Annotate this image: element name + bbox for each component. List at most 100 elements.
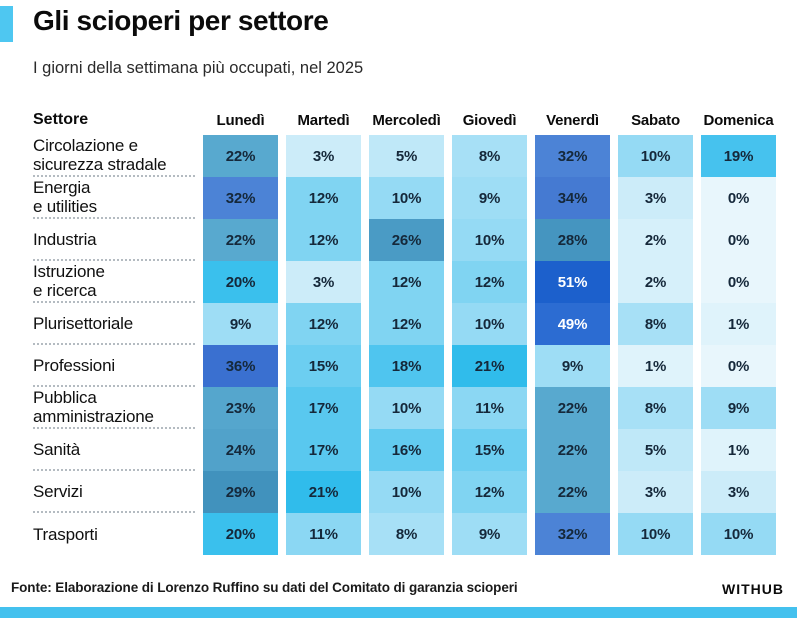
row-label: Professioni — [33, 345, 195, 387]
row-label: Servizi — [33, 471, 195, 513]
heat-cell: 10% — [618, 135, 693, 177]
heat-cell: 3% — [286, 261, 361, 303]
heat-cell: 51% — [535, 261, 610, 303]
heat-cell: 10% — [369, 471, 444, 513]
heat-cell: 12% — [452, 471, 527, 513]
row-label: Energia e utilities — [33, 177, 195, 219]
heat-cell: 3% — [618, 471, 693, 513]
heat-cell: 5% — [369, 135, 444, 177]
heat-cell: 19% — [701, 135, 776, 177]
heat-cell: 10% — [369, 177, 444, 219]
heat-cell: 10% — [369, 387, 444, 429]
title-accent-bar — [0, 6, 13, 42]
heat-cell: 3% — [286, 135, 361, 177]
heat-cell: 12% — [286, 177, 361, 219]
heat-cell: 32% — [535, 513, 610, 555]
heat-cell: 22% — [535, 429, 610, 471]
heat-cell: 0% — [701, 177, 776, 219]
table-row: Circolazione e sicurezza stradale 22% 3% 5% 8… — [33, 135, 776, 177]
heat-cell: 9% — [535, 345, 610, 387]
column-header-1: Lunedì — [216, 111, 265, 129]
table-row: Pubblica amministrazione 23% 17% 10% 11% 22% 8%… — [33, 387, 776, 429]
heat-cell: 22% — [535, 471, 610, 513]
page-subtitle: I giorni della settimana più occupati, n… — [33, 59, 364, 77]
heat-cell: 1% — [701, 429, 776, 471]
brand-logo: WITHUB — [722, 581, 784, 597]
heat-cell: 8% — [452, 135, 527, 177]
heat-cell: 12% — [286, 303, 361, 345]
heatmap-body: Circolazione e sicurezza stradale 22% 3% 5% 8… — [33, 135, 776, 555]
heat-cell: 3% — [701, 471, 776, 513]
row-label: Istruzione e ricerca — [33, 261, 195, 303]
heat-cell: 49% — [535, 303, 610, 345]
row-label: Sanità — [33, 429, 195, 471]
heat-cell: 8% — [618, 387, 693, 429]
heat-cell: 10% — [701, 513, 776, 555]
heat-cell: 23% — [203, 387, 278, 429]
heat-cell: 28% — [535, 219, 610, 261]
heat-cell: 17% — [286, 387, 361, 429]
table-row: Servizi 29% 21% 10% 12% 22% 3% 3% — [33, 471, 776, 513]
heat-cell: 18% — [369, 345, 444, 387]
table-row: Plurisettoriale 9% 12% 12% 10% 49% 8% 1% — [33, 303, 776, 345]
column-header-2: Martedì — [297, 111, 350, 129]
heat-cell: 22% — [203, 135, 278, 177]
heat-cell: 22% — [535, 387, 610, 429]
heat-cell: 10% — [452, 303, 527, 345]
heat-cell: 10% — [452, 219, 527, 261]
row-label: Plurisettoriale — [33, 303, 195, 345]
heat-cell: 9% — [701, 387, 776, 429]
heat-cell: 10% — [618, 513, 693, 555]
heat-cell: 9% — [452, 513, 527, 555]
heat-cell: 0% — [701, 219, 776, 261]
heat-cell: 36% — [203, 345, 278, 387]
heat-cell: 29% — [203, 471, 278, 513]
heat-cell: 21% — [286, 471, 361, 513]
table-row: Sanità 24% 17% 16% 15% 22% 5% 1% — [33, 429, 776, 471]
column-header-3: Mercoledì — [372, 111, 441, 129]
row-label: Circolazione e sicurezza stradale — [33, 135, 195, 177]
heat-cell: 3% — [618, 177, 693, 219]
heat-cell: 9% — [452, 177, 527, 219]
heat-cell: 11% — [286, 513, 361, 555]
table-row: Energia e utilities 32% 12% 10% 9% 34% 3% 0% — [33, 177, 776, 219]
row-label: Pubblica amministrazione — [33, 387, 195, 429]
table-row: Industria 22% 12% 26% 10% 28% 2% 0% — [33, 219, 776, 261]
heat-cell: 2% — [618, 261, 693, 303]
heat-cell: 5% — [618, 429, 693, 471]
heat-cell: 12% — [369, 261, 444, 303]
day-header-row: Settore Lunedì Martedì Mercoledì Giovedì Ven… — [33, 106, 776, 134]
heat-cell: 0% — [701, 261, 776, 303]
heat-cell: 32% — [535, 135, 610, 177]
heat-cell: 20% — [203, 513, 278, 555]
heat-cell: 2% — [618, 219, 693, 261]
heat-cell: 12% — [286, 219, 361, 261]
heat-cell: 1% — [618, 345, 693, 387]
heat-cell: 15% — [286, 345, 361, 387]
heat-cell: 32% — [203, 177, 278, 219]
heat-cell: 15% — [452, 429, 527, 471]
source-note: Fonte: Elaborazione di Lorenzo Ruffino s… — [11, 580, 518, 595]
table-row: Professioni 36% 15% 18% 21% 9% 1% 0% — [33, 345, 776, 387]
table-row: Trasporti 20% 11% 8% 9% 32% 10% 10% — [33, 513, 776, 555]
heat-cell: 1% — [701, 303, 776, 345]
column-header-6: Sabato — [631, 111, 680, 129]
column-header-4: Giovedì — [462, 111, 517, 129]
heat-cell: 34% — [535, 177, 610, 219]
heat-cell: 12% — [369, 303, 444, 345]
heat-cell: 16% — [369, 429, 444, 471]
column-header-settore: Settore — [33, 111, 89, 128]
heat-cell: 20% — [203, 261, 278, 303]
row-label: Industria — [33, 219, 195, 261]
table-row: Istruzione e ricerca 20% 3% 12% 12% 51% 2% 0% — [33, 261, 776, 303]
column-header-7: Domenica — [703, 111, 774, 129]
heat-cell: 12% — [452, 261, 527, 303]
heat-cell: 17% — [286, 429, 361, 471]
heat-cell: 22% — [203, 219, 278, 261]
heat-cell: 0% — [701, 345, 776, 387]
heat-cell: 8% — [618, 303, 693, 345]
heat-cell: 8% — [369, 513, 444, 555]
page-title: Gli scioperi per settore — [33, 5, 329, 36]
heat-cell: 9% — [203, 303, 278, 345]
